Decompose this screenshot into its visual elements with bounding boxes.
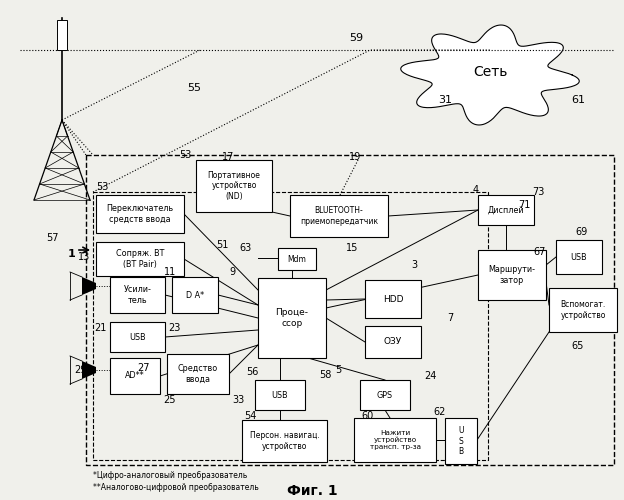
Text: 51: 51 [216, 240, 228, 250]
Text: GPS: GPS [377, 390, 393, 400]
Text: 65: 65 [572, 341, 584, 351]
Text: 17: 17 [222, 152, 234, 162]
Bar [478, 250, 546, 300]
Bar [290, 195, 388, 237]
Text: 73: 73 [532, 187, 544, 197]
Bar [255, 380, 305, 410]
Text: USB: USB [271, 390, 288, 400]
Text: 13: 13 [78, 252, 90, 262]
Text: AD**: AD** [125, 372, 145, 380]
Text: 56: 56 [246, 367, 258, 377]
Text: 57: 57 [46, 233, 58, 243]
Bar [196, 160, 272, 212]
Text: U
S
B: U S B [458, 426, 464, 456]
Text: 3: 3 [411, 260, 417, 270]
Text: 33: 33 [232, 395, 244, 405]
Bar [360, 380, 410, 410]
Text: Вспомогат.
устройство: Вспомогат. устройство [560, 300, 606, 320]
Bar [478, 195, 534, 225]
Text: *Цифро-аналоговый преобразователь: *Цифро-аналоговый преобразователь [93, 470, 247, 480]
Text: Портативное
устройство
(ND): Портативное устройство (ND) [208, 171, 260, 201]
Text: 53: 53 [96, 182, 108, 192]
Text: 63: 63 [239, 243, 251, 253]
Text: 67: 67 [534, 247, 546, 257]
Text: Проце-
ссор: Проце- ссор [276, 308, 308, 328]
Text: 27: 27 [138, 363, 150, 373]
Bar [110, 358, 160, 394]
Text: 5: 5 [335, 365, 341, 375]
Bar [86, 155, 614, 465]
Bar [242, 420, 327, 462]
Text: HDD: HDD [383, 294, 403, 304]
Text: Нажити
устройство
трансп. тр-за: Нажити устройство трансп. тр-за [369, 430, 421, 450]
Text: 62: 62 [434, 407, 446, 417]
Text: BLUETOOTH-
приемопередатчик: BLUETOOTH- приемопередатчик [300, 206, 378, 226]
Text: **Аналогово-цифровой преобразователь: **Аналогово-цифровой преобразователь [93, 482, 259, 492]
Text: USB: USB [571, 252, 587, 262]
Bar [96, 195, 184, 233]
Bar [96, 242, 184, 276]
Text: 24: 24 [424, 371, 436, 381]
Text: Персон. навигац.
устройство: Персон. навигац. устройство [250, 432, 319, 450]
Bar [365, 326, 421, 358]
Text: 55: 55 [187, 83, 201, 93]
Bar [93, 192, 488, 460]
Text: 7: 7 [447, 313, 453, 323]
Text: 19: 19 [349, 152, 361, 162]
Text: 25: 25 [163, 395, 176, 405]
Bar [167, 354, 229, 394]
Bar [365, 280, 421, 318]
Text: Mdm: Mdm [288, 254, 306, 264]
Bar [110, 277, 165, 313]
Text: 4: 4 [473, 185, 479, 195]
Text: 54: 54 [244, 411, 256, 421]
Text: Усили-
тель: Усили- тель [124, 286, 152, 304]
Text: ОЗУ: ОЗУ [384, 338, 402, 346]
Text: 69: 69 [576, 227, 588, 237]
Text: 61: 61 [571, 95, 585, 105]
Text: USB: USB [129, 332, 146, 342]
Text: 53: 53 [179, 150, 191, 160]
Text: Дисплей: Дисплей [488, 206, 524, 214]
Text: Переключатель
средств ввода: Переключатель средств ввода [107, 204, 173, 224]
Bar [57, 20, 67, 50]
Text: 1: 1 [68, 249, 76, 259]
Text: Средство
ввода: Средство ввода [178, 364, 218, 384]
Text: Фиг. 1: Фиг. 1 [286, 484, 338, 498]
Bar [445, 418, 477, 464]
Text: 31: 31 [438, 95, 452, 105]
Text: 29: 29 [74, 365, 86, 375]
Text: 23: 23 [168, 323, 180, 333]
Bar [258, 278, 326, 358]
Bar [278, 248, 316, 270]
Polygon shape [82, 361, 96, 379]
Bar [556, 240, 602, 274]
Text: 71: 71 [518, 200, 530, 210]
Text: 15: 15 [346, 243, 358, 253]
Polygon shape [82, 277, 96, 295]
Text: 21: 21 [94, 323, 106, 333]
Text: Маршрути-
затор: Маршрути- затор [489, 266, 535, 284]
Bar [172, 277, 218, 313]
Polygon shape [401, 25, 579, 125]
Text: 58: 58 [319, 370, 331, 380]
Text: Сопряж. BT
(BT Pair): Сопряж. BT (BT Pair) [116, 250, 164, 268]
Text: D A*: D A* [186, 290, 204, 300]
Bar [549, 288, 617, 332]
Text: 60: 60 [362, 411, 374, 421]
Text: Сеть: Сеть [473, 65, 507, 79]
Bar [354, 418, 436, 462]
Text: 9: 9 [229, 267, 235, 277]
Text: 11: 11 [164, 267, 176, 277]
Bar [110, 322, 165, 352]
Text: 59: 59 [349, 33, 363, 43]
